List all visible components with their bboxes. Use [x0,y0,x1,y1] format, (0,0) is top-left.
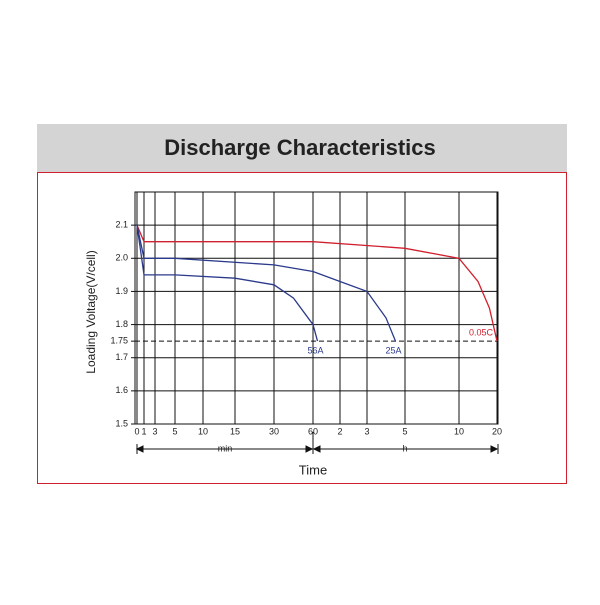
unit-arrows [135,432,499,454]
x-tick-label: 10 [198,426,208,436]
x-tick-label: 3 [152,426,157,436]
x-unit: h [402,443,407,453]
legend-label: 0.05C [469,328,494,338]
x-tick-label: 20 [492,426,502,436]
y-tick-label: 1.75 [110,336,128,346]
x-tick-label: 2 [337,426,342,436]
x-tick-label: 30 [269,426,279,436]
chart-title: Discharge Characteristics [164,135,435,160]
x-tick-label: 1 [141,426,146,436]
plot-frame [134,191,499,425]
x-tick-label: 0 [134,426,139,436]
legend-label: 25A [385,346,401,356]
y-tick-label: 1.8 [115,319,128,329]
x-tick-label: 3 [364,426,369,436]
frame [37,172,567,484]
x-tick-label: 5 [172,426,177,436]
x-tick-label: 60 [308,426,318,436]
x-tick-label: 10 [454,426,464,436]
legend-label: 56A [307,346,323,356]
y-tick-label: 2.1 [115,220,128,230]
header-band [37,124,567,172]
series-line [136,224,397,342]
x-tick-label: 15 [230,426,240,436]
y-tick-label: 1.6 [115,385,128,395]
x-unit: min [218,443,233,453]
x-tick-label: 5 [402,426,407,436]
y-tick-label: 1.5 [115,418,128,428]
x-axis-label: Time [299,462,327,477]
series-line [136,225,319,342]
y-tick-label: 1.7 [115,352,128,362]
y-axis-label: Loading Voltage(V/cell) [84,250,98,373]
y-tick-label: 1.9 [115,286,128,296]
y-tick-label: 2.0 [115,253,128,263]
series-line [136,224,498,342]
